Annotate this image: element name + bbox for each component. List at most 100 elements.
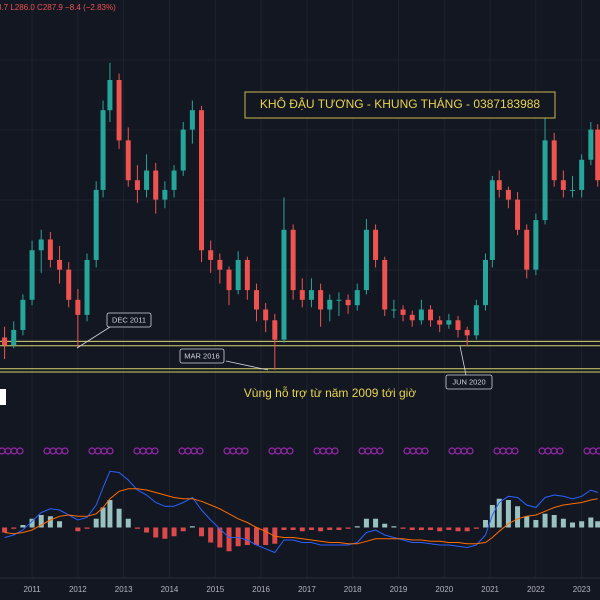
candle-body [382,259,388,310]
candle-body [363,229,369,291]
annotation: MAR 2016 [184,351,219,360]
candle-body [2,337,8,346]
indicator-icon [421,447,429,455]
candle-body [391,309,397,311]
candle-body [533,220,539,270]
candle-body [345,299,351,306]
candle-body [455,320,461,330]
macd-histogram-bar [482,520,488,528]
macd-line [4,470,598,554]
indicator-icon [106,447,114,455]
annotation-box [106,312,152,328]
macd-histogram-bar [208,527,214,543]
candle-body [189,110,195,130]
candle-body [38,239,44,251]
macd-histogram-bar [354,526,360,528]
macd-histogram-bar [345,527,351,529]
candle-body [134,180,140,190]
indicator-icon [466,447,474,455]
candle-body [290,229,296,291]
candle-body [336,299,342,301]
indicator-icon [61,447,69,455]
candle-body [489,180,495,260]
macd-histogram-bar [579,521,585,528]
candle-body [153,170,159,200]
x-tick-label: 2016 [252,585,270,594]
x-tick-label: 2020 [435,585,453,594]
macd-histogram-bar [464,527,470,532]
macd-histogram-bar [281,527,287,530]
macd-histogram-bar [144,527,150,533]
candle-body [551,140,557,181]
signal-line [4,488,598,545]
x-tick-label: 2021 [481,585,499,594]
candle-body [464,329,470,336]
candles [2,62,600,370]
indicator-icon [286,447,294,455]
candle-body [100,110,106,190]
macd-histogram-bar [570,522,576,528]
macd-pane [2,470,600,554]
macd-histogram-bar [437,527,443,532]
macd-histogram-bar [505,500,511,528]
candle-body [66,269,72,300]
macd-histogram-bar [272,527,278,544]
indicator-icon [511,447,519,455]
price-label [0,389,6,405]
candle-body [47,239,53,260]
macd-histogram-bar [428,527,434,530]
candle-body [299,290,305,300]
annotation-pointer [225,360,269,371]
candle-body [144,170,150,190]
macd-histogram-bar [226,527,232,552]
macd-histogram-bar [400,527,406,529]
candle-body [446,320,452,325]
support-zone [0,340,600,373]
candle-body [253,290,259,310]
macd-histogram-bar [93,518,99,528]
macd-histogram-bar [391,526,397,528]
macd-histogram-bar [47,516,53,528]
macd-histogram-bar [162,527,168,539]
candle-body [263,309,269,321]
macd-histogram-bar [409,527,415,530]
macd-histogram-bar [327,527,333,530]
candle-body [524,229,530,270]
candle-body [515,199,521,230]
candle-body [318,290,324,310]
candle-body [199,110,205,251]
candle-body [180,129,186,171]
candle-body [281,229,287,340]
macd-histogram-bar [308,527,314,530]
candle-body [244,259,250,291]
macd-histogram-bar [382,523,388,528]
macd-histogram-bar [29,518,35,528]
macd-histogram-bar [235,527,241,547]
macd-histogram-bar [217,527,223,548]
candle-body [75,299,81,315]
macd-histogram-bar [560,518,566,528]
candle-body [20,299,26,330]
indicator-icon [151,447,159,455]
indicator-icon [196,447,204,455]
macd-histogram-bar [116,508,122,528]
annotation-pointer [459,345,467,376]
candle-body [57,259,63,270]
indicator-icon [556,447,564,455]
macd-histogram-bar [107,500,113,528]
macd-histogram-bar [542,513,548,528]
candle-body [418,309,424,321]
candle-body [373,229,379,260]
candle-body [588,129,594,160]
macd-histogram-bar [171,527,177,537]
candle-body [11,329,17,346]
indicator-icon [376,447,384,455]
candle-body [308,290,314,300]
macd-histogram-bar [180,527,186,532]
candle-body [505,189,511,200]
macd-histogram-bar [153,527,159,538]
macd-histogram-bar [363,518,369,528]
annotation: DEC 2011 [112,315,146,324]
chart-title: KHÔ ĐẬU TƯƠNG - KHUNG THÁNG - 0387183988 [260,96,541,111]
candle-body [116,80,122,141]
